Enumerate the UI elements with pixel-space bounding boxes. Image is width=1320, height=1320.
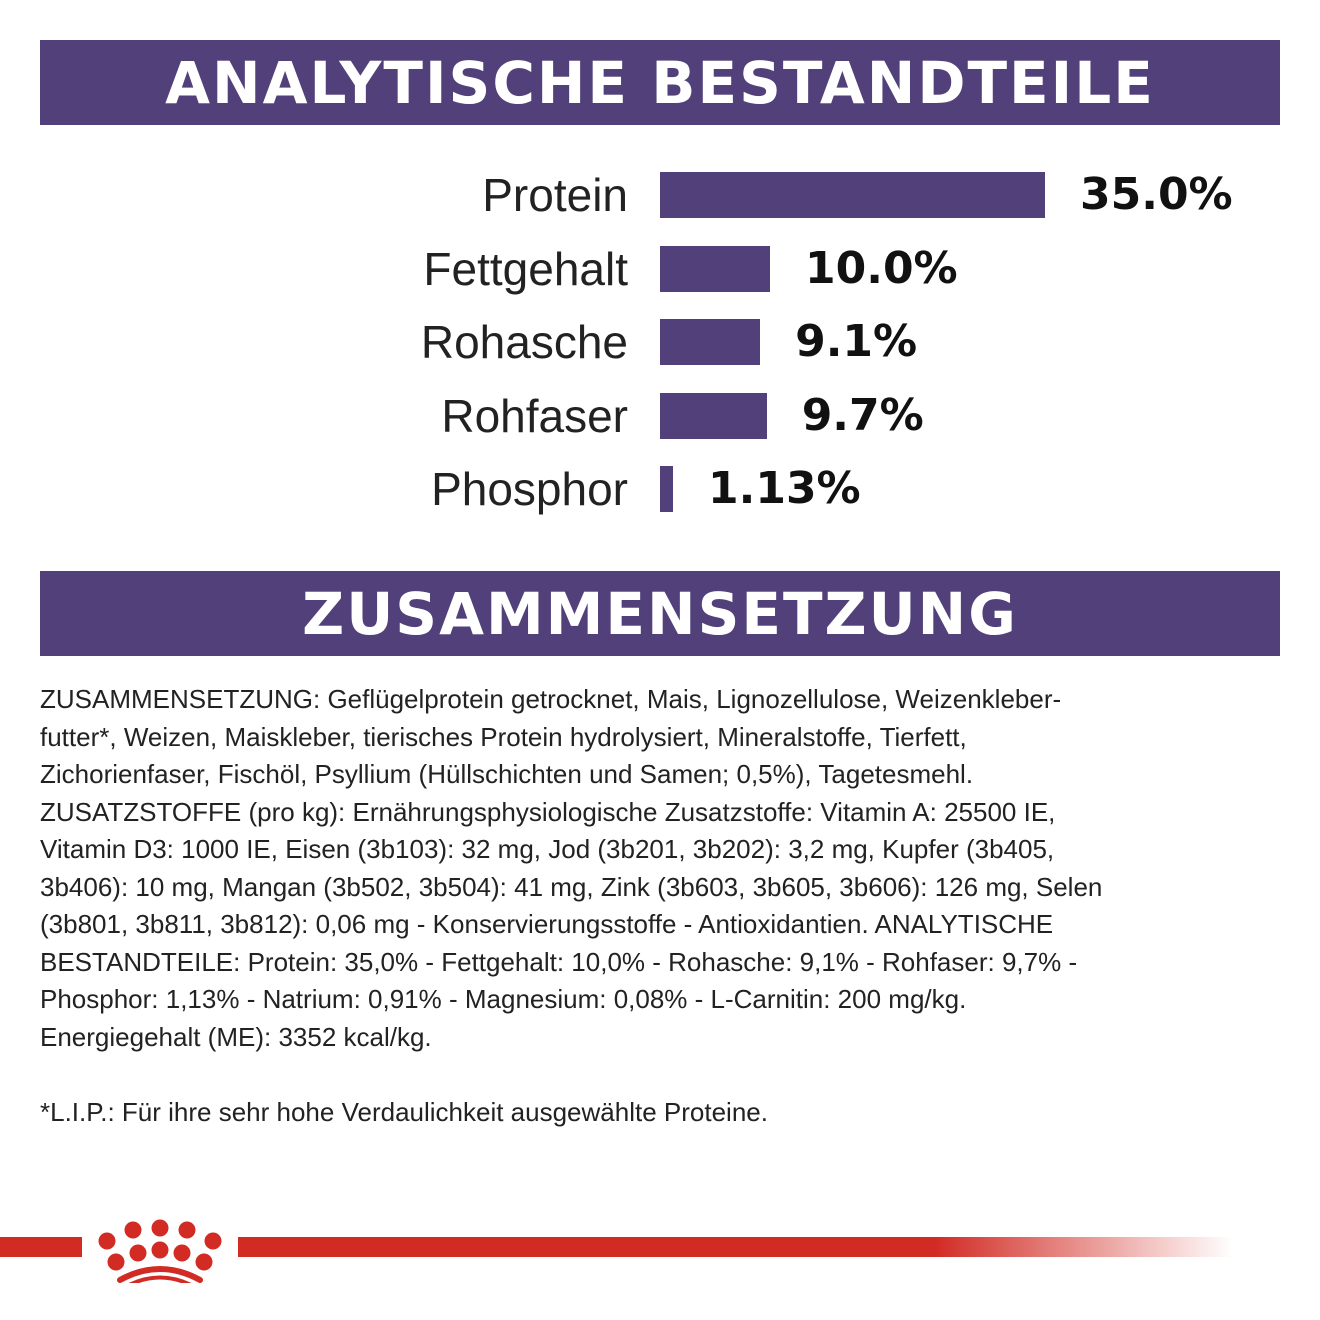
composition-line: Vitamin D3: 1000 IE, Eisen (3b103): 32 m… [40, 834, 1055, 864]
composition-line: ZUSAMMENSETZUNG: Geflügelprotein getrock… [40, 684, 1062, 714]
bar-row-phosphor: Phosphor 1.13% [0, 463, 1320, 515]
composition-line: futter*, Weizen, Maiskleber, tierisches … [40, 721, 967, 752]
analysis-header: ANALYTISCHE BESTANDTEILE [40, 40, 1280, 125]
bar-row-rohfaser: Rohfaser 9.7% [0, 390, 1320, 442]
bar [660, 245, 770, 292]
composition-line: Phosphor: 1,13% - Natrium: 0,91% - Magne… [40, 984, 967, 1014]
composition-line: 3b406): 10 mg, Mangan (3b502, 3b504): 41… [40, 871, 1103, 902]
analysis-title: ANALYTISCHE BESTANDTEILE [165, 48, 1155, 117]
bar [660, 392, 767, 439]
brand-stripe-left [0, 1237, 82, 1257]
value-label: 35.0% [1080, 169, 1233, 220]
composition-line: Zichorienfaser, Fischöl, Psyllium (Hülls… [40, 759, 974, 789]
composition-line: ZUSATZSTOFFE (pro kg): Ernährungsphysiol… [40, 796, 1056, 827]
composition-line: (3b801, 3b811, 3b812): 0,06 mg - Konserv… [40, 909, 1054, 939]
category-label: Protein [482, 169, 628, 221]
royal-canin-crown-icon [98, 1219, 222, 1283]
value-label: 1.13% [708, 463, 861, 514]
bar [660, 466, 673, 512]
brand-stripe-right [238, 1237, 1233, 1257]
bar [660, 172, 1045, 218]
bar [660, 319, 761, 365]
bar-row-rohasche: Rohasche 9.1% [0, 316, 1320, 368]
value-label: 9.7% [801, 389, 924, 441]
composition-text: ZUSAMMENSETZUNG: Geflügelprotein getrock… [40, 681, 1102, 1056]
composition-line: Energiegehalt (ME): 3352 kcal/kg. [40, 1021, 432, 1052]
category-label: Rohfaser [441, 389, 628, 442]
footnote: *L.I.P.: Für ihre sehr hohe Verdaulichke… [40, 1097, 768, 1127]
composition-header: ZUSAMMENSETZUNG [40, 571, 1280, 656]
value-label: 9.1% [795, 316, 918, 367]
bar-row-fettgehalt: Fettgehalt 10.0% [0, 243, 1320, 295]
category-label: Rohasche [420, 316, 628, 368]
category-label: Phosphor [431, 463, 628, 515]
category-label: Fettgehalt [423, 242, 628, 295]
composition-line: BESTANDTEILE: Protein: 35,0% - Fettgehal… [40, 946, 1078, 977]
composition-title: ZUSAMMENSETZUNG [302, 579, 1018, 648]
value-label: 10.0% [805, 242, 958, 294]
bar-row-protein: Protein 35.0% [0, 169, 1320, 221]
